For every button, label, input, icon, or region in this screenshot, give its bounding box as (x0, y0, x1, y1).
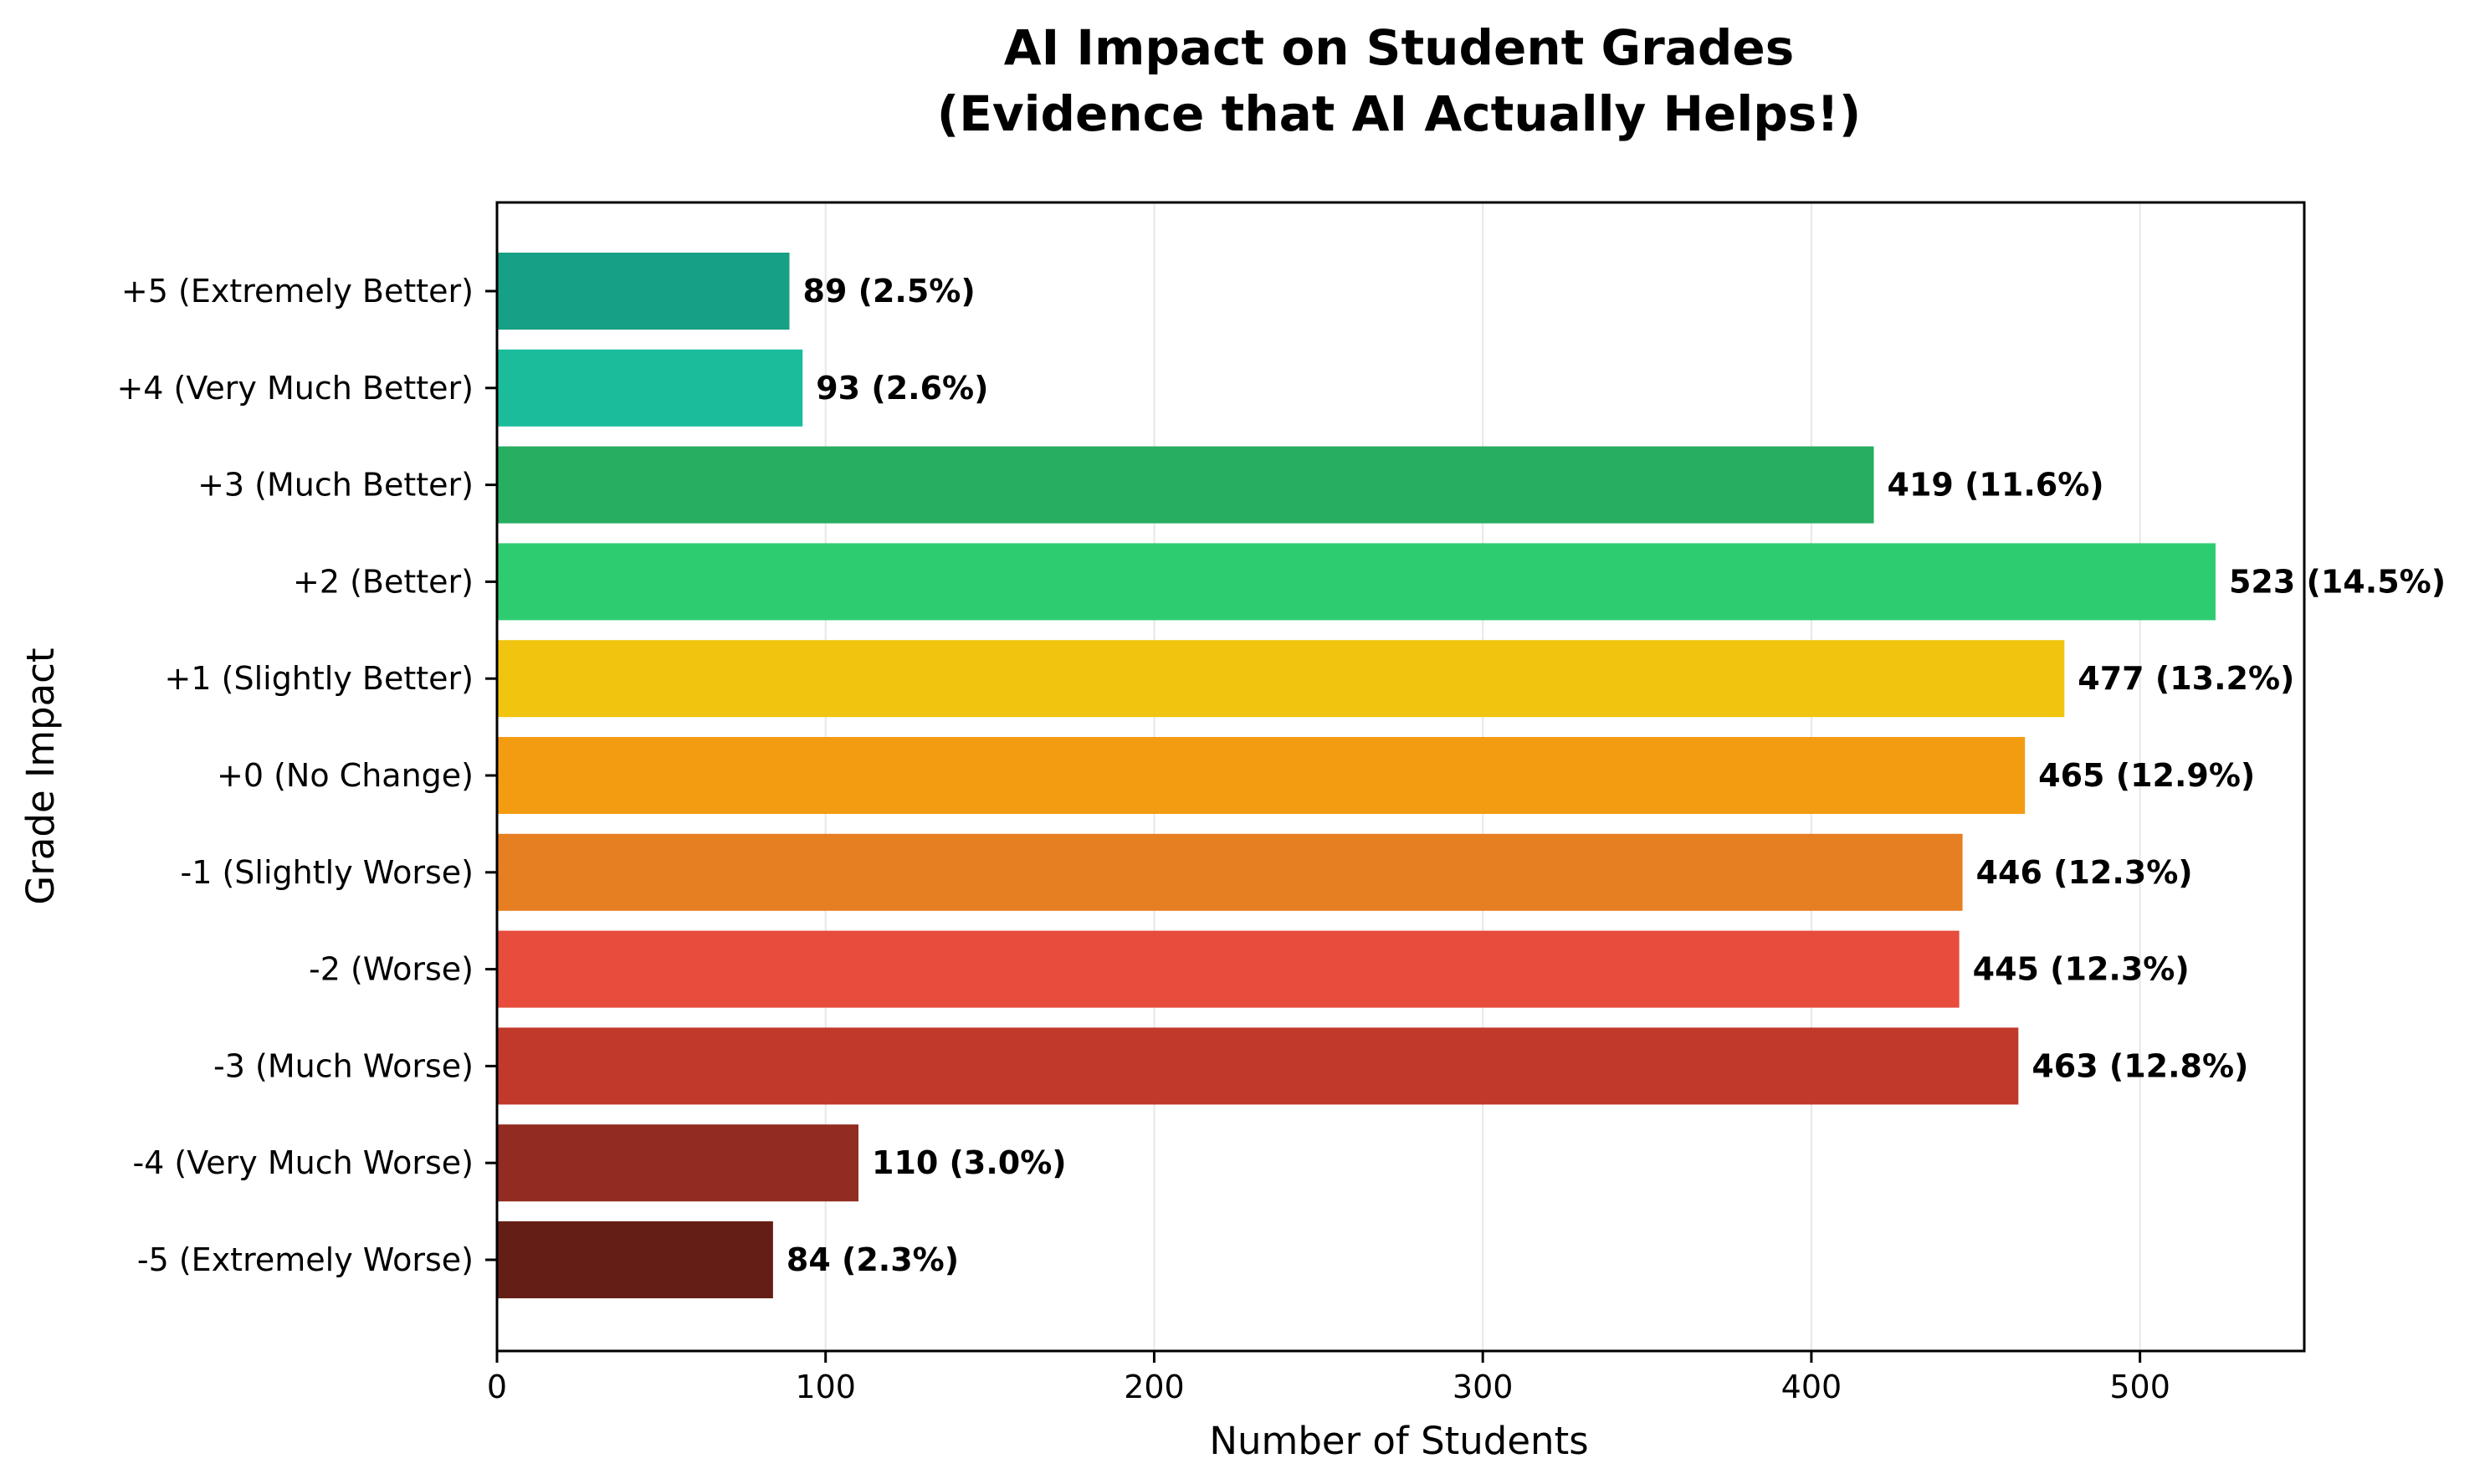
bar-value-label: 110 (3.0%) (872, 1144, 1067, 1181)
bar-value-label: 465 (12.9%) (2038, 757, 2255, 794)
y-tick-label: +4 (Very Much Better) (116, 370, 474, 407)
bar (497, 1027, 2019, 1105)
bar-value-label: 523 (14.5%) (2229, 563, 2446, 600)
y-tick-label: -4 (Very Much Worse) (132, 1144, 474, 1181)
bar-value-label: 84 (2.3%) (786, 1241, 959, 1278)
y-tick-label: +1 (Slightly Better) (165, 660, 474, 697)
data-labels: 89 (2.5%) 93 (2.6%) 419 (11.6%) 523 (14.5%)… (786, 273, 2446, 1278)
x-tick-label: 500 (2109, 1369, 2170, 1405)
bar-value-label: 419 (11.6%) (1888, 467, 2104, 504)
x-tick-label: 300 (1453, 1369, 1514, 1405)
bar (497, 1221, 773, 1298)
x-tick-label: 100 (795, 1369, 856, 1405)
bar (497, 737, 2026, 814)
bar (497, 1124, 858, 1202)
bar-value-label: 477 (13.2%) (2078, 660, 2294, 697)
bar (497, 930, 1960, 1008)
bar-value-label: 446 (12.3%) (1976, 854, 2193, 891)
chart-title-line-2: (Evidence that AI Actually Helps!) (937, 85, 1862, 142)
y-tick-label: -2 (Worse) (309, 951, 474, 988)
x-tick-label: 200 (1124, 1369, 1185, 1405)
x-axis-ticks: 0 100 200 300 400 500 (487, 1351, 2170, 1405)
y-tick-label: -5 (Extremely Worse) (137, 1241, 474, 1278)
bar (497, 833, 1963, 911)
bar-value-label: 463 (12.8%) (2032, 1047, 2248, 1084)
y-tick-label: +0 (No Change) (217, 757, 474, 794)
bar-value-label: 89 (2.5%) (803, 273, 976, 310)
y-tick-label: +2 (Better) (293, 563, 474, 600)
y-tick-label: -1 (Slightly Worse) (181, 854, 474, 891)
chart-title-line-1: AI Impact on Student Grades (1004, 19, 1795, 76)
bar (497, 253, 790, 330)
bar (497, 446, 1874, 524)
y-tick-label: +5 (Extremely Better) (121, 273, 474, 310)
bar (497, 543, 2216, 621)
y-axis-label: Grade Impact (18, 647, 63, 904)
x-tick-label: 400 (1781, 1369, 1842, 1405)
bar-value-label: 93 (2.6%) (816, 370, 988, 407)
y-axis-ticks: +5 (Extremely Better) +4 (Very Much Bette… (116, 273, 497, 1278)
y-tick-label: +3 (Much Better) (197, 467, 474, 504)
bar-value-label: 445 (12.3%) (1973, 951, 2190, 988)
x-axis-label: Number of Students (1209, 1419, 1588, 1463)
x-tick-label: 0 (487, 1369, 507, 1405)
y-tick-label: -3 (Much Worse) (213, 1047, 474, 1084)
bar (497, 640, 2065, 718)
bars (497, 253, 2216, 1298)
bar (497, 349, 803, 427)
